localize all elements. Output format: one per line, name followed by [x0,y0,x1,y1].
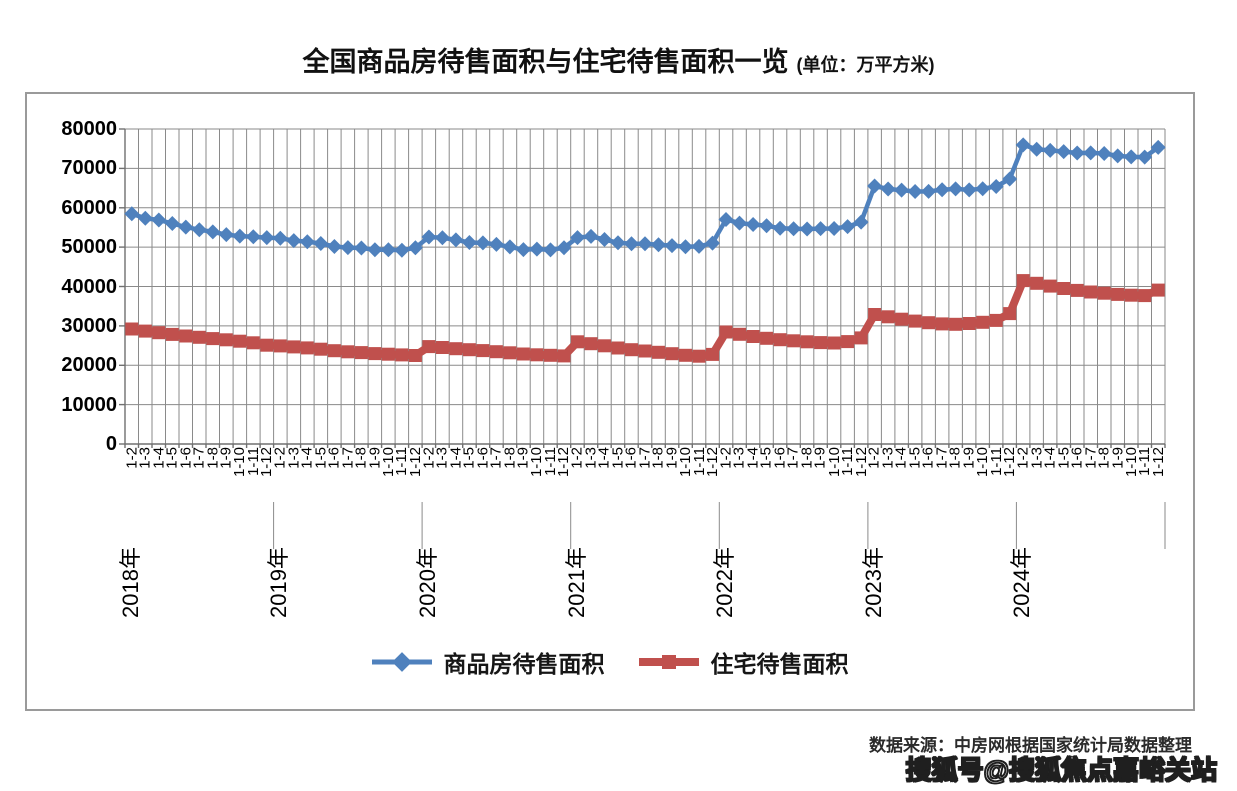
y-axis-label: 50000 [61,236,117,259]
y-axis-label: 40000 [61,275,117,298]
page-title: 全国商品房待售面积与住宅待售面积一览 (单位：万平方米) [0,40,1237,79]
square-marker-icon [661,655,676,669]
legend: 商品房待售面积 住宅待售面积 [27,645,1193,679]
y-axis-label: 10000 [61,393,117,416]
legend-swatch-commercial [371,650,432,674]
data-source: 数据来源：中房网根据国家统计局数据整理 [869,736,1192,755]
legend-swatch-residential [638,650,699,674]
chart-title-unit: (单位：万平方米) [796,55,935,75]
y-axis-label: 0 [105,433,117,455]
legend-item-commercial: 商品房待售面积 [371,645,605,679]
legend-label-residential: 住宅待售面积 [710,651,849,677]
y-axis-label: 80000 [61,118,117,140]
chart-title-text: 全国商品房待售面积与住宅待售面积一览 [302,47,789,77]
plot-svg [119,128,1166,549]
diamond-marker-icon [391,652,412,672]
legend-item-residential: 住宅待售面积 [638,645,849,679]
chart-frame: 0 10000 20000 30000 40000 50000 60000 70000 8000… [25,92,1195,711]
y-axis-label: 70000 [61,157,117,180]
y-axis-label: 30000 [61,314,117,337]
y-axis-label: 60000 [61,196,117,219]
y-axis-label: 20000 [61,354,117,377]
legend-label-commercial: 商品房待售面积 [443,651,605,677]
watermark: 搜狐号@搜狐焦点嘉峪关站 [905,754,1218,786]
